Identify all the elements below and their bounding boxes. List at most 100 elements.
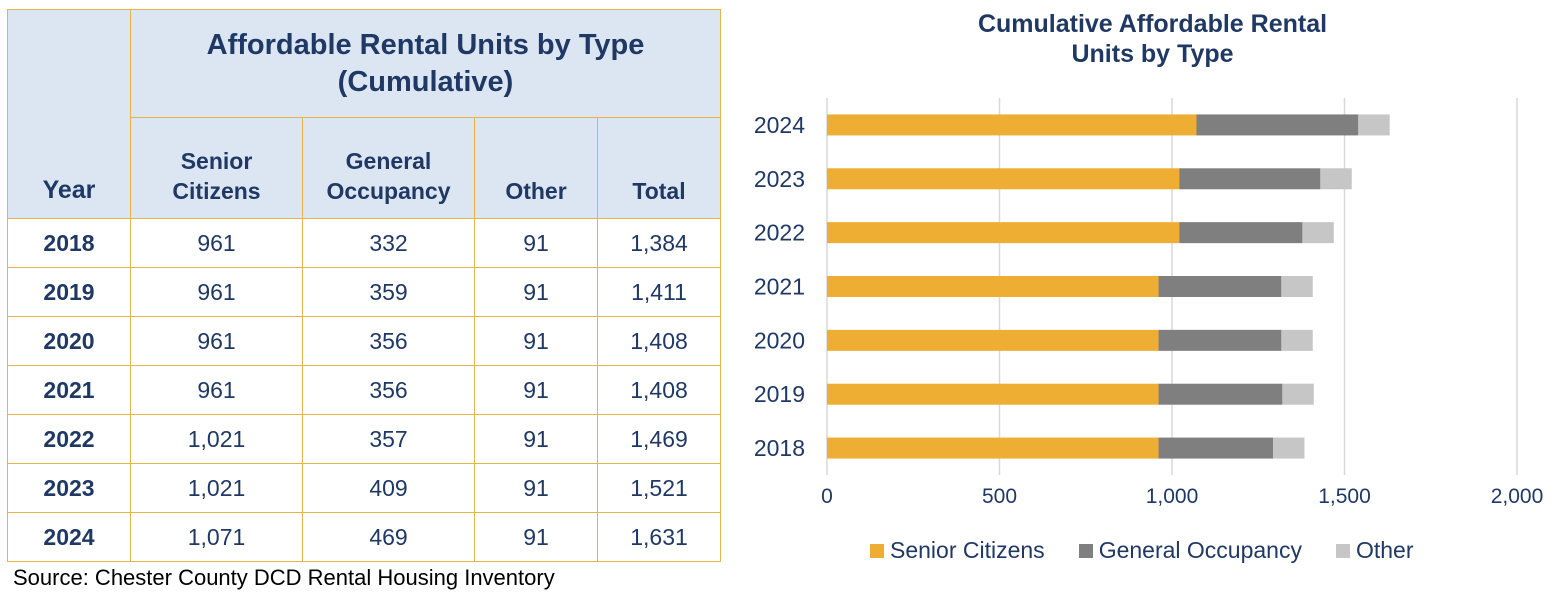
bar-other [1320,168,1352,190]
general-cell: 359 [302,267,475,317]
other-cell: 91 [474,414,598,464]
x-tick-label: 500 [982,485,1017,508]
year-cell: 2021 [7,365,131,415]
legend-item-general: General Occupancy [1078,537,1302,564]
table-title: Affordable Rental Units by Type (Cumulat… [130,9,721,118]
bar-senior-citizens [827,114,1197,136]
legend-swatch-other [1335,543,1350,558]
bar-senior-citizens [827,437,1159,459]
legend-swatch-senior [870,543,884,558]
senior-cell: 961 [130,365,303,415]
general-header-line1: General [345,148,432,174]
year-cell: 2019 [7,267,131,317]
total-cell: 1,384 [597,218,721,268]
total-cell: 1,469 [597,414,721,464]
other-cell: 91 [474,267,598,317]
bar-senior-citizens [827,168,1180,190]
y-tick-label: 2019 [754,381,805,407]
year-cell: 2018 [7,218,131,268]
chart-legend: Senior Citizens General Occupancy Other [870,537,1448,564]
y-tick-label: 2022 [754,220,805,246]
senior-header-line1: Senior [180,148,253,174]
legend-swatch-general [1078,543,1093,558]
y-tick-label: 2023 [754,166,805,192]
bar-other [1302,222,1334,244]
bar-general-occupancy [1196,114,1359,136]
bar-senior-citizens [827,383,1159,405]
bar-general-occupancy [1158,383,1283,405]
other-header: Other [474,117,598,219]
general-cell: 469 [302,512,475,562]
year-cell: 2023 [7,463,131,513]
legend-item-senior: Senior Citizens [870,537,1045,564]
table-row: 2024 1,071 469 91 1,631 [7,512,721,562]
senior-cell: 961 [130,267,303,317]
senior-cell: 961 [130,218,303,268]
other-cell: 91 [474,218,598,268]
general-cell: 356 [302,365,475,415]
table-row: 2019 961 359 91 1,411 [7,267,721,317]
source-note: Source: Chester County DCD Rental Housin… [13,565,555,590]
year-header: Year [7,9,131,219]
legend-label-other: Other [1355,537,1414,563]
legend-label-senior: Senior Citizens [890,537,1045,563]
table-title-line1: Affordable Rental Units by Type [206,28,645,61]
bar-other [1281,329,1313,351]
table-row: 2018 961 332 91 1,384 [7,218,721,268]
bar-other [1273,437,1305,459]
senior-cell: 961 [130,316,303,366]
bar-other [1282,383,1314,405]
general-cell: 409 [302,463,475,513]
total-cell: 1,408 [597,365,721,415]
other-cell: 91 [474,463,598,513]
senior-cell: 1,071 [130,512,303,562]
y-tick-label: 2020 [754,327,805,353]
rental-units-table: Year Affordable Rental Units by Type (Cu… [7,9,721,562]
table-row: 2020 961 356 91 1,408 [7,316,721,366]
bar-senior-citizens [827,222,1180,244]
x-tick-label: 1,000 [1146,485,1199,508]
total-cell: 1,408 [597,316,721,366]
other-cell: 91 [474,316,598,366]
bar-senior-citizens [827,329,1159,351]
bar-general-occupancy [1179,222,1303,244]
bar-general-occupancy [1158,437,1274,459]
x-tick-label: 1,500 [1318,485,1371,508]
general-occupancy-header: General Occupancy [302,117,475,219]
bar-other [1358,114,1390,136]
senior-citizens-header: Senior Citizens [130,117,303,219]
total-cell: 1,521 [597,463,721,513]
other-cell: 91 [474,512,598,562]
total-header: Total [597,117,721,219]
total-cell: 1,411 [597,267,721,317]
table-title-line2: (Cumulative) [337,65,514,98]
bar-general-occupancy [1179,168,1321,190]
total-cell: 1,631 [597,512,721,562]
senior-header-line2: Citizens [172,178,261,204]
stacked-bar-chart: 0 500 1,000 1,500 2,000 2024 2023 2022 2021 2020 2… [754,98,1544,508]
bar-senior-citizens [827,276,1159,297]
general-header-line2: Occupancy [326,178,451,204]
legend-label-general: General Occupancy [1098,537,1302,563]
general-cell: 332 [302,218,475,268]
table-row: 2023 1,021 409 91 1,521 [7,463,721,513]
x-tick-label: 0 [821,485,833,508]
table-row: 2022 1,021 357 91 1,469 [7,414,721,464]
bar-general-occupancy [1158,329,1282,351]
y-tick-label: 2024 [754,112,805,138]
x-tick-label: 2,000 [1491,485,1544,508]
year-cell: 2022 [7,414,131,464]
year-cell: 2024 [7,512,131,562]
senior-cell: 1,021 [130,463,303,513]
other-cell: 91 [474,365,598,415]
senior-cell: 1,021 [130,414,303,464]
chart-title-line1: Cumulative Affordable Rental [977,10,1328,38]
bar-general-occupancy [1158,276,1282,297]
y-tick-label: 2021 [754,274,805,300]
general-cell: 356 [302,316,475,366]
chart-title-line2: Units by Type [1071,40,1234,68]
table-row: 2021 961 356 91 1,408 [7,365,721,415]
legend-item-other: Other [1335,537,1414,564]
bar-other [1281,276,1313,297]
year-cell: 2020 [7,316,131,366]
